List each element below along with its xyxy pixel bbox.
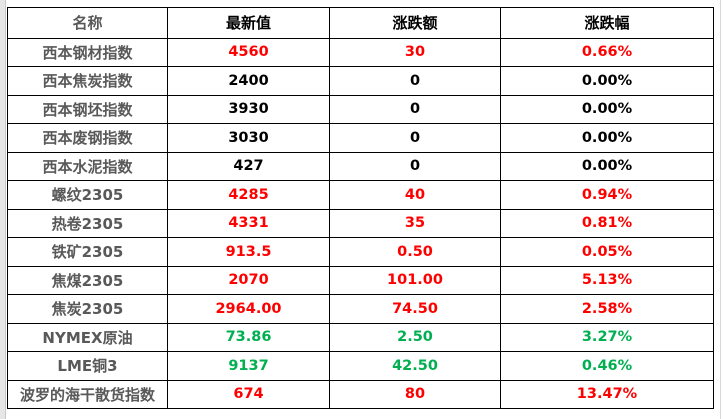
name-cell[interactable]: LME铜3: [7, 351, 168, 381]
header-row: 名称 最新值 涨跌额 涨跌幅: [7, 7, 714, 39]
change-cell[interactable]: 30: [329, 37, 501, 67]
latest-cell[interactable]: 2964.00: [167, 294, 330, 324]
name-cell[interactable]: 西本废钢指数: [7, 123, 168, 153]
change-cell[interactable]: 0: [329, 123, 501, 153]
change-cell[interactable]: 2.50: [329, 322, 501, 352]
pct-cell[interactable]: 0.05%: [500, 237, 714, 267]
name-cell[interactable]: 波罗的海干散货指数: [7, 379, 168, 409]
latest-cell[interactable]: 3930: [167, 94, 330, 124]
latest-cell[interactable]: 2400: [167, 66, 330, 96]
change-cell[interactable]: 42.50: [329, 351, 501, 381]
latest-cell[interactable]: 4285: [167, 180, 330, 210]
name-cell[interactable]: NYMEX原油: [7, 322, 168, 352]
header-name[interactable]: 名称: [7, 7, 168, 39]
table-row: LME铜3 9137 42.50 0.46%: [7, 351, 714, 381]
table-row: 焦煤2305 2070 101.00 5.13%: [7, 265, 714, 295]
change-cell[interactable]: 80: [329, 379, 501, 409]
table-row: 焦炭2305 2964.00 74.50 2.58%: [7, 294, 714, 324]
change-cell[interactable]: 0: [329, 66, 501, 96]
change-cell[interactable]: 0: [329, 151, 501, 181]
table-row: 西本焦炭指数 2400 0 0.00%: [7, 66, 714, 96]
name-cell[interactable]: 西本焦炭指数: [7, 66, 168, 96]
latest-cell[interactable]: 4331: [167, 208, 330, 238]
pct-cell[interactable]: 0.00%: [500, 151, 714, 181]
latest-cell[interactable]: 4560: [167, 37, 330, 67]
row-header-strip: [0, 0, 6, 419]
name-cell[interactable]: 西本钢坯指数: [7, 94, 168, 124]
latest-cell[interactable]: 427: [167, 151, 330, 181]
latest-cell[interactable]: 9137: [167, 351, 330, 381]
pct-cell[interactable]: 3.27%: [500, 322, 714, 352]
pct-cell[interactable]: 2.58%: [500, 294, 714, 324]
pct-cell[interactable]: 0.00%: [500, 66, 714, 96]
change-cell[interactable]: 101.00: [329, 265, 501, 295]
change-cell[interactable]: 0.50: [329, 237, 501, 267]
header-change[interactable]: 涨跌额: [329, 7, 501, 39]
table-row: 螺纹2305 4285 40 0.94%: [7, 180, 714, 210]
name-cell[interactable]: 焦炭2305: [7, 294, 168, 324]
latest-cell[interactable]: 913.5: [167, 237, 330, 267]
pct-cell[interactable]: 5.13%: [500, 265, 714, 295]
latest-cell[interactable]: 674: [167, 379, 330, 409]
pct-cell[interactable]: 0.66%: [500, 37, 714, 67]
latest-cell[interactable]: 73.86: [167, 322, 330, 352]
table-row: NYMEX原油 73.86 2.50 3.27%: [7, 322, 714, 352]
name-cell[interactable]: 螺纹2305: [7, 180, 168, 210]
change-cell[interactable]: 40: [329, 180, 501, 210]
table-row: 波罗的海干散货指数 674 80 13.47%: [7, 379, 714, 409]
table-row: 西本钢材指数 4560 30 0.66%: [7, 37, 714, 67]
pct-cell[interactable]: 0.81%: [500, 208, 714, 238]
gridline: [720, 0, 721, 419]
header-pct[interactable]: 涨跌幅: [500, 7, 714, 39]
pct-cell[interactable]: 0.00%: [500, 123, 714, 153]
table-row: 西本水泥指数 427 0 0.00%: [7, 151, 714, 181]
pct-cell[interactable]: 0.94%: [500, 180, 714, 210]
change-cell[interactable]: 0: [329, 94, 501, 124]
pct-cell[interactable]: 0.00%: [500, 94, 714, 124]
table-row: 热卷2305 4331 35 0.81%: [7, 208, 714, 238]
pct-cell[interactable]: 13.47%: [500, 379, 714, 409]
latest-cell[interactable]: 2070: [167, 265, 330, 295]
name-cell[interactable]: 西本钢材指数: [7, 37, 168, 67]
header-latest[interactable]: 最新值: [167, 7, 330, 39]
name-cell[interactable]: 铁矿2305: [7, 237, 168, 267]
name-cell[interactable]: 西本水泥指数: [7, 151, 168, 181]
latest-cell[interactable]: 3030: [167, 123, 330, 153]
table-row: 西本钢坯指数 3930 0 0.00%: [7, 94, 714, 124]
name-cell[interactable]: 热卷2305: [7, 208, 168, 238]
market-index-table: 名称 最新值 涨跌额 涨跌幅 西本钢材指数 4560 30 0.66% 西本焦炭指数 24…: [7, 7, 714, 409]
change-cell[interactable]: 35: [329, 208, 501, 238]
name-cell[interactable]: 焦煤2305: [7, 265, 168, 295]
table-row: 西本废钢指数 3030 0 0.00%: [7, 123, 714, 153]
table-row: 铁矿2305 913.5 0.50 0.05%: [7, 237, 714, 267]
change-cell[interactable]: 74.50: [329, 294, 501, 324]
pct-cell[interactable]: 0.46%: [500, 351, 714, 381]
